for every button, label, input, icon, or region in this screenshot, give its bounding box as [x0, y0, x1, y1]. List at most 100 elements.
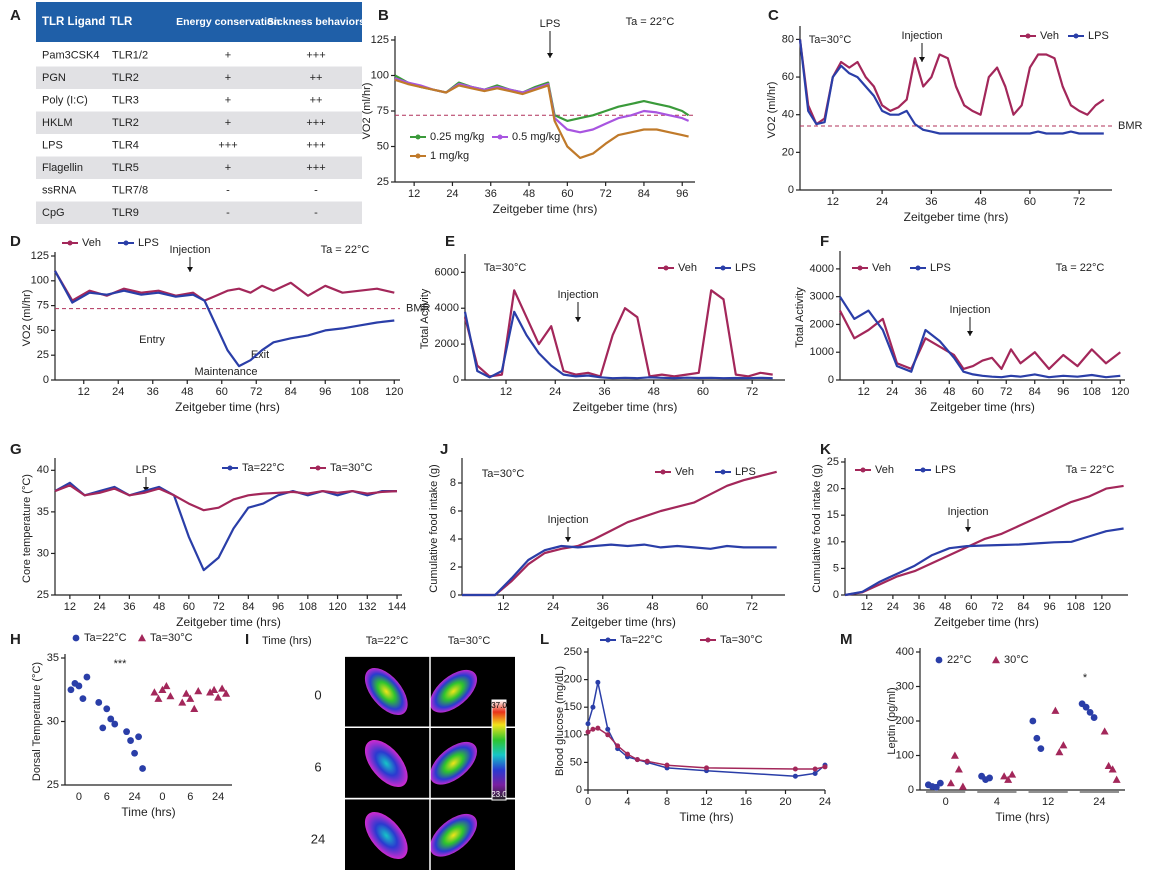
x-axis-label: Time (hrs)	[121, 805, 175, 819]
table-cell: TLR5	[112, 162, 139, 174]
mouse-image	[429, 741, 477, 785]
table-cell: TLR4	[112, 139, 139, 151]
legend-marker	[1073, 33, 1079, 39]
legend-label: Veh	[82, 237, 101, 249]
data-point	[590, 704, 596, 710]
annotation: Entry	[139, 334, 165, 346]
data-point	[154, 694, 163, 702]
table-cell: -	[314, 184, 318, 196]
x-tick-label: 24	[1093, 796, 1105, 808]
legend-marker	[1025, 33, 1031, 39]
x-tick-label: 48	[939, 601, 951, 613]
data-point	[1108, 765, 1117, 773]
panel-letter: J	[440, 441, 448, 458]
x-tick-label: 24	[212, 791, 224, 803]
color-scale	[491, 699, 507, 801]
x-tick-label: 60	[183, 601, 195, 613]
table-cell: ++	[310, 72, 323, 84]
x-tick-label: 12	[858, 386, 870, 398]
table-cell: +++	[306, 117, 325, 129]
x-tick-label: 0	[159, 791, 165, 803]
y-tick-label: 400	[896, 646, 914, 658]
series-line	[839, 296, 1121, 379]
series-line	[54, 484, 398, 512]
y-tick-label: 250	[564, 646, 582, 658]
x-tick-label: 24	[93, 601, 105, 613]
table-cell: +	[225, 49, 231, 61]
y-tick-label: 25	[377, 176, 389, 188]
x-tick-label: 36	[485, 188, 497, 200]
panel-letter: D	[10, 233, 21, 250]
data-point	[1029, 717, 1037, 725]
panel-letter: F	[820, 233, 829, 250]
panel-letter: I	[245, 631, 249, 648]
x-tick-label: 60	[696, 601, 708, 613]
y-tick-label: 100	[896, 749, 914, 761]
legend-label: Ta=30°C	[330, 462, 373, 474]
mouse-image	[429, 813, 477, 857]
annotation: Ta = 22°C	[321, 244, 370, 256]
panel-letter: K	[820, 441, 831, 458]
data-point	[986, 774, 993, 782]
y-tick-label: 25	[47, 779, 59, 791]
series-line	[463, 310, 773, 380]
annotation: Ta = 22°C	[1066, 464, 1115, 476]
data-point	[1100, 727, 1109, 735]
legend-marker	[227, 465, 233, 471]
series-line	[463, 289, 773, 378]
y-axis-label: Leptin (pg/ml)	[886, 687, 898, 754]
table-cell: +++	[306, 162, 325, 174]
mouse-image	[364, 668, 408, 716]
annotation: Injection	[948, 506, 989, 518]
x-axis-label: Zeitgeber time (hrs)	[934, 615, 1039, 629]
x-tick-label: 96	[319, 386, 331, 398]
x-tick-label: 84	[1029, 386, 1041, 398]
y-tick-label: 20	[827, 483, 839, 495]
data-point	[123, 728, 130, 736]
table-cell: TLR3	[112, 94, 139, 106]
table-cell: PGN	[42, 72, 66, 84]
data-point	[625, 751, 630, 757]
x-tick-label: 144	[388, 601, 406, 613]
annotation: Ta=30°C	[482, 468, 525, 480]
table-row-bg	[36, 156, 362, 179]
time-label: Time (hrs)	[262, 635, 312, 647]
x-tick-label: 0	[76, 791, 82, 803]
annotation: Maintenance	[195, 366, 258, 378]
y-tick-label: 0	[833, 589, 839, 601]
table-cell: -	[226, 184, 230, 196]
data-point	[946, 779, 955, 787]
data-point	[131, 749, 138, 757]
x-tick-label: 48	[975, 196, 987, 208]
image-row-label: 0	[314, 687, 321, 702]
x-tick-label: 60	[561, 188, 573, 200]
x-tick-label: 36	[925, 196, 937, 208]
y-axis-label: VO2 (ml/hr)	[361, 83, 373, 140]
y-tick-label: 6000	[435, 266, 459, 278]
x-tick-label: 48	[523, 188, 535, 200]
y-axis-label: Core temperature (°C)	[21, 474, 33, 583]
x-axis-label: Zeitgeber time (hrs)	[904, 210, 1009, 224]
table-cell: TLR9	[112, 207, 139, 219]
x-tick-label: 12	[500, 386, 512, 398]
data-point	[595, 725, 601, 731]
series-line	[394, 74, 690, 122]
data-point	[95, 699, 103, 706]
legend-label: Ta=22°C	[84, 632, 127, 644]
x-tick-label: 0	[585, 796, 591, 808]
legend-label: 0.5 mg/kg	[512, 131, 560, 143]
data-point	[1008, 770, 1017, 778]
x-axis-label: Zeitgeber time (hrs)	[571, 615, 676, 629]
data-point	[950, 751, 959, 759]
x-tick-label: 108	[351, 386, 369, 398]
series-line	[798, 39, 1105, 126]
table-row-bg	[36, 201, 362, 224]
y-tick-label: 50	[37, 324, 49, 336]
data-point	[138, 634, 146, 642]
x-tick-label: 120	[1111, 386, 1129, 398]
y-tick-label: 125	[31, 250, 49, 262]
legend-marker	[660, 469, 666, 475]
data-point	[178, 698, 187, 706]
data-point	[206, 688, 215, 696]
